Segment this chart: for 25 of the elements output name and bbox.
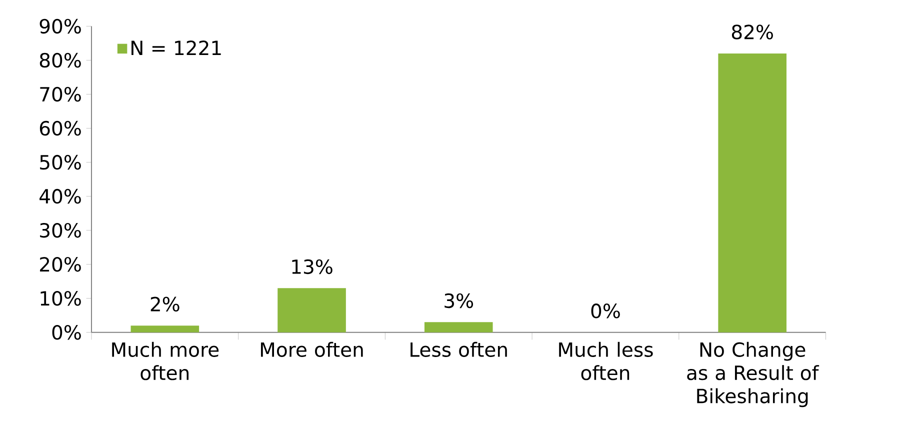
- data-label: 13%: [292, 260, 332, 274]
- y-tick-label: 90%: [40, 19, 81, 34]
- x-tick-label: No Change as a Result of Bikesharing: [687, 342, 820, 408]
- bar: [278, 288, 346, 333]
- data-label: 82%: [732, 24, 773, 40]
- data-label: 0%: [591, 304, 620, 319]
- data-label: 2%: [150, 296, 180, 312]
- y-tick-label: 30%: [40, 223, 81, 238]
- bar: [718, 54, 786, 333]
- data-label: 3%: [444, 294, 474, 308]
- x-tick-label: More often: [260, 342, 363, 358]
- y-tick-label: 60%: [40, 121, 81, 136]
- legend-label: N = 1221: [132, 40, 221, 56]
- x-tick-label: Much less often: [559, 342, 653, 380]
- bar: [424, 322, 493, 333]
- y-tick-label: 50%: [40, 155, 81, 170]
- x-tick-label: Less often: [410, 342, 507, 358]
- y-tick-label: 80%: [40, 53, 81, 68]
- y-tick-label: 70%: [40, 87, 81, 102]
- x-tick-label: Much more often: [112, 342, 219, 380]
- y-tick-label: 10%: [40, 291, 81, 306]
- y-tick-label: 0%: [52, 325, 81, 340]
- y-tick-label: 20%: [40, 257, 81, 272]
- y-tick-label: 40%: [40, 189, 81, 204]
- bar: [130, 326, 200, 333]
